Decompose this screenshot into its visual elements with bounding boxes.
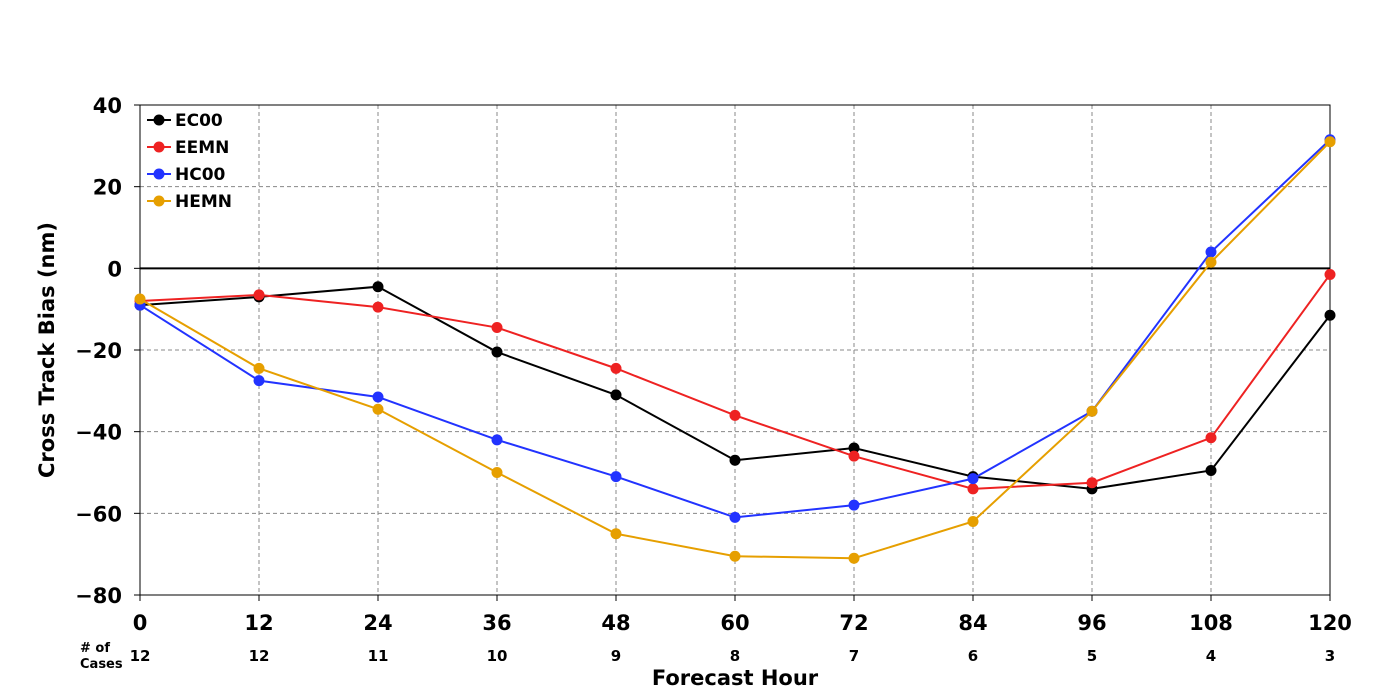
legend-swatch-marker: [153, 168, 165, 180]
data-point: [491, 346, 503, 358]
x-tick-label: 12: [244, 611, 273, 635]
series-group: [134, 134, 1336, 564]
y-tick-label: −20: [75, 339, 122, 363]
x-tick-label: 108: [1189, 611, 1233, 635]
y-tick-label: −80: [75, 584, 122, 608]
case-count: 10: [487, 647, 508, 665]
case-count: 8: [730, 647, 740, 665]
cases-row: # of Cases 12 12 11 10 9 8 7 6 5 4 3: [80, 641, 1335, 672]
legend: EC00 EEMN HC00 HEMN: [147, 111, 232, 212]
cases-header-line2: Cases: [80, 657, 123, 672]
case-count: 4: [1206, 647, 1216, 665]
data-point: [610, 389, 622, 401]
case-count: 11: [368, 647, 389, 665]
series-hemn: [134, 136, 1336, 564]
case-count: 5: [1087, 647, 1097, 665]
data-point: [729, 409, 741, 421]
data-point: [1086, 477, 1098, 489]
data-point: [491, 322, 503, 334]
data-point: [253, 375, 265, 387]
data-point: [967, 473, 979, 485]
x-axis-title: Forecast Hour: [652, 666, 819, 690]
case-count: 7: [849, 647, 859, 665]
data-point: [610, 528, 622, 540]
data-point: [134, 293, 146, 305]
legend-item: EC00: [147, 111, 223, 131]
x-tick-label: 72: [839, 611, 868, 635]
data-point: [253, 362, 265, 374]
data-point: [372, 391, 384, 403]
data-point: [1324, 268, 1336, 280]
y-tick-label: −60: [75, 502, 122, 526]
case-count: 6: [968, 647, 978, 665]
data-point: [729, 454, 741, 466]
cases-header-line1: # of: [80, 641, 110, 656]
series-eemn: [134, 268, 1336, 495]
legend-label: HEMN: [175, 192, 232, 212]
data-point: [1205, 246, 1217, 258]
x-tick-label: 24: [363, 611, 392, 635]
data-point: [1205, 432, 1217, 444]
data-point: [1205, 464, 1217, 476]
data-point: [848, 552, 860, 564]
x-tick-label: 84: [958, 611, 987, 635]
y-axis: 40 20 0 −20 −40 −60 −80: [75, 94, 140, 608]
data-point: [729, 511, 741, 523]
data-point: [1324, 136, 1336, 148]
data-point: [372, 281, 384, 293]
case-count: 3: [1325, 647, 1335, 665]
legend-item: HC00: [147, 165, 226, 185]
x-tick-label: 0: [133, 611, 148, 635]
data-point: [967, 483, 979, 495]
legend-swatch-marker: [153, 114, 165, 126]
data-point: [610, 471, 622, 483]
data-point: [253, 289, 265, 301]
legend-item: HEMN: [147, 192, 232, 212]
data-point: [967, 516, 979, 527]
data-point: [729, 550, 741, 562]
x-tick-label: 96: [1077, 611, 1106, 635]
y-tick-label: 20: [93, 176, 122, 200]
y-tick-label: 40: [93, 94, 122, 118]
data-point: [610, 362, 622, 374]
data-point: [372, 403, 384, 415]
legend-item: EEMN: [147, 138, 229, 158]
data-point: [1086, 405, 1098, 417]
legend-label: EEMN: [175, 138, 229, 158]
x-axis: 0 12 24 36 48 60 72 84 96 108 120: [133, 595, 1352, 635]
data-point: [491, 434, 503, 446]
data-point: [1324, 309, 1336, 321]
x-tick-label: 36: [482, 611, 511, 635]
y-tick-label: −40: [75, 421, 122, 445]
data-point: [1205, 256, 1217, 268]
data-point: [372, 301, 384, 313]
y-tick-label: 0: [107, 257, 122, 281]
legend-swatch-marker: [153, 195, 165, 207]
case-count: 12: [249, 647, 270, 665]
legend-swatch-marker: [153, 141, 165, 153]
legend-label: HC00: [175, 165, 226, 185]
data-point: [491, 467, 503, 478]
data-point: [848, 450, 860, 462]
x-tick-label: 48: [601, 611, 630, 635]
case-count: 9: [611, 647, 621, 665]
y-axis-title: Cross Track Bias (nm): [35, 222, 59, 478]
x-tick-label: 120: [1308, 611, 1352, 635]
case-count: 12: [130, 647, 151, 665]
data-point: [848, 499, 860, 511]
x-tick-label: 60: [720, 611, 749, 635]
data-point: [848, 442, 860, 454]
legend-label: EC00: [175, 111, 223, 131]
